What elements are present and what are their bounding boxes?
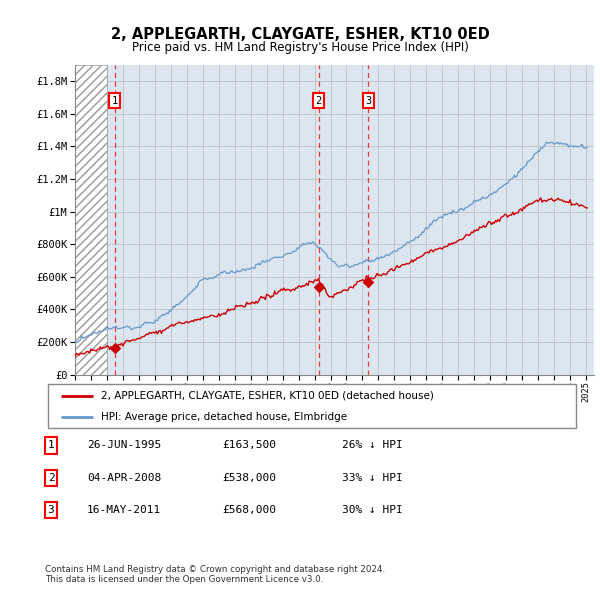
- Text: 16-MAY-2011: 16-MAY-2011: [87, 506, 161, 515]
- Text: 1: 1: [47, 441, 55, 450]
- Text: 2: 2: [47, 473, 55, 483]
- Point: [314, 282, 323, 291]
- Text: 26-JUN-1995: 26-JUN-1995: [87, 441, 161, 450]
- Point: [110, 343, 119, 353]
- Text: 2, APPLEGARTH, CLAYGATE, ESHER, KT10 0ED (detached house): 2, APPLEGARTH, CLAYGATE, ESHER, KT10 0ED…: [101, 391, 434, 401]
- FancyBboxPatch shape: [48, 384, 576, 428]
- Text: 3: 3: [47, 506, 55, 515]
- Text: 2: 2: [316, 96, 322, 106]
- Text: 33% ↓ HPI: 33% ↓ HPI: [342, 473, 403, 483]
- Text: 1: 1: [112, 96, 118, 106]
- Text: HPI: Average price, detached house, Elmbridge: HPI: Average price, detached house, Elmb…: [101, 412, 347, 422]
- Text: 3: 3: [365, 96, 371, 106]
- Point: [364, 277, 373, 287]
- Text: £163,500: £163,500: [222, 441, 276, 450]
- Text: 26% ↓ HPI: 26% ↓ HPI: [342, 441, 403, 450]
- Text: £568,000: £568,000: [222, 506, 276, 515]
- Text: 2, APPLEGARTH, CLAYGATE, ESHER, KT10 0ED: 2, APPLEGARTH, CLAYGATE, ESHER, KT10 0ED: [110, 27, 490, 41]
- Bar: [75, 65, 107, 375]
- Text: 04-APR-2008: 04-APR-2008: [87, 473, 161, 483]
- Text: Contains HM Land Registry data © Crown copyright and database right 2024.
This d: Contains HM Land Registry data © Crown c…: [45, 565, 385, 584]
- Text: 30% ↓ HPI: 30% ↓ HPI: [342, 506, 403, 515]
- Text: Price paid vs. HM Land Registry's House Price Index (HPI): Price paid vs. HM Land Registry's House …: [131, 41, 469, 54]
- Text: £538,000: £538,000: [222, 473, 276, 483]
